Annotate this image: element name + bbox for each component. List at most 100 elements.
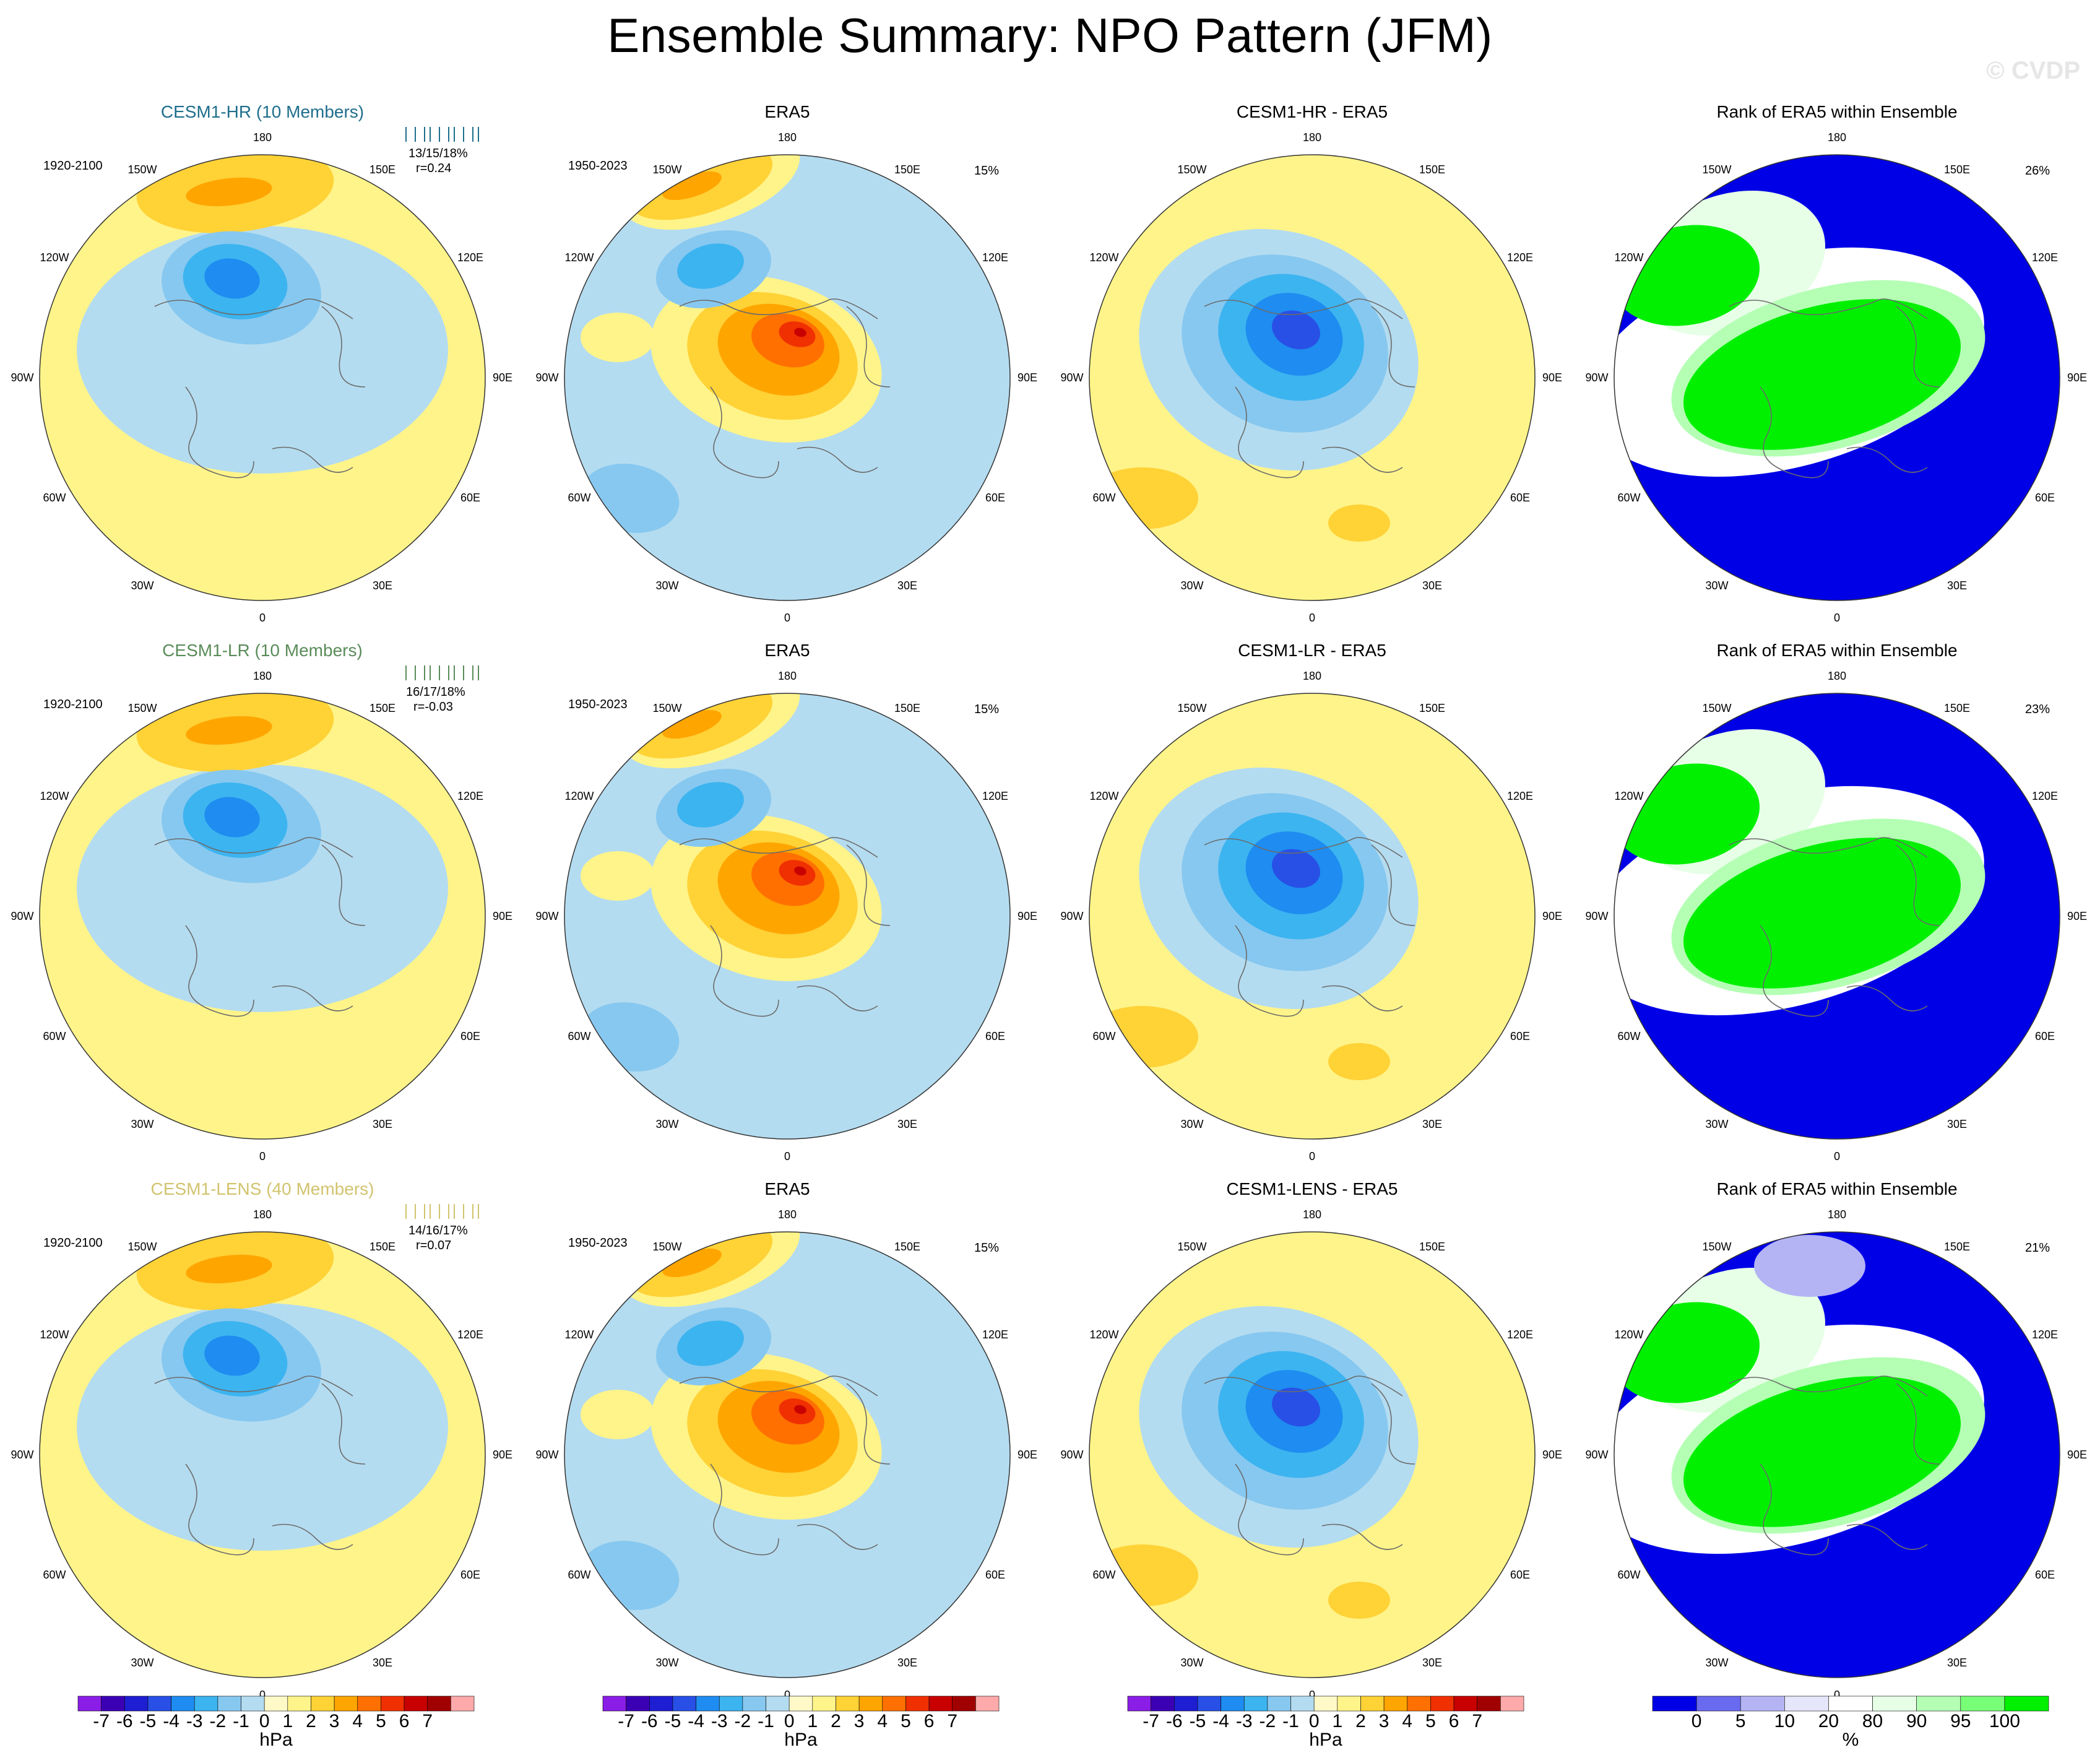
colorbar-swatch xyxy=(1337,1696,1361,1712)
longitude-label: 180 xyxy=(1828,131,1846,144)
longitude-label: 30W xyxy=(131,579,153,592)
colorbar-swatch xyxy=(1916,1696,1961,1712)
positive-anomaly xyxy=(1328,1582,1390,1619)
map-field xyxy=(1614,1232,2060,1678)
positive-anomaly xyxy=(794,866,806,876)
longitude-label: 90E xyxy=(493,910,512,922)
colorbar-label: 5 xyxy=(1735,1711,1746,1731)
colorbar-label: -3 xyxy=(1236,1711,1253,1731)
colorbar-swatch xyxy=(928,1696,953,1712)
coastline xyxy=(1204,1375,1403,1397)
longitude-label: 150E xyxy=(1944,163,1970,176)
colorbar-swatch xyxy=(1696,1696,1741,1712)
colorbar-swatch xyxy=(1290,1696,1315,1712)
longitude-label: 90W xyxy=(1585,371,1608,384)
negative-anomaly xyxy=(677,243,744,289)
negative-anomaly xyxy=(677,782,744,828)
colorbar-label: 2 xyxy=(1355,1711,1366,1731)
coastline xyxy=(797,985,878,1011)
longitude-label: 30E xyxy=(1947,579,1967,592)
longitude-label: 150E xyxy=(894,1241,920,1253)
colorbar-label: 7 xyxy=(422,1711,433,1731)
longitude-label: 0 xyxy=(1834,1689,1840,1701)
coastline xyxy=(1729,1375,1928,1397)
coastlines xyxy=(1204,298,1415,479)
colorbar-swatch xyxy=(719,1696,743,1712)
colorbar-swatch xyxy=(147,1696,171,1712)
longitude-label: 120W xyxy=(564,790,594,802)
colorbar-swatch xyxy=(1360,1696,1385,1712)
negative-anomaly xyxy=(677,1320,744,1366)
longitude-label: 150E xyxy=(1944,1241,1970,1253)
colorbar-swatch xyxy=(1453,1696,1478,1712)
colorbar-label: -1 xyxy=(758,1711,774,1731)
coastline xyxy=(1235,1463,1304,1556)
rank-lavender-patch xyxy=(1754,1235,1865,1297)
longitude-label: 60W xyxy=(43,492,66,504)
colorbar-label: -7 xyxy=(93,1711,110,1731)
coastline xyxy=(154,298,353,319)
colorbar-svg: 0 5 10 20 80 90 95 100 xyxy=(1652,1696,2049,1731)
variance-percent: 15% xyxy=(974,164,1000,178)
colorbar-unit: % xyxy=(1842,1730,1859,1750)
longitude-label: 90W xyxy=(1060,1449,1083,1461)
longitude-label: 60E xyxy=(460,492,480,504)
colorbar-swatch xyxy=(311,1696,335,1712)
longitude-label: 0 xyxy=(1834,1150,1840,1163)
coastline xyxy=(1760,925,1829,1017)
coastline xyxy=(679,837,878,858)
negative-anomaly xyxy=(111,313,297,461)
panel-era5-row2: ERA5 1950-2023 15% 180 150E 120E 90E 60E 30E 0… xyxy=(525,641,1050,1179)
negative-anomaly xyxy=(111,1390,297,1538)
panel-title: CESM1-LR - ERA5 xyxy=(1238,641,1386,660)
coastline xyxy=(321,306,366,388)
colorbar-swatch xyxy=(1383,1696,1408,1712)
coastlines xyxy=(679,837,891,1017)
longitude-label: 90E xyxy=(1018,371,1037,384)
stats-correlation: r=0.07 xyxy=(416,1239,452,1252)
colorbar-label: -5 xyxy=(1190,1711,1206,1731)
colorbar-label: 5 xyxy=(901,1711,911,1731)
rank-green-arctic xyxy=(1683,1376,1961,1527)
colorbar-label: -2 xyxy=(735,1711,751,1731)
panel-diff-row2: CESM1-LR - ERA5 180 150E 120E 90E 60E 30E 0 30W… xyxy=(1050,641,1575,1179)
coastlines xyxy=(679,1375,891,1556)
colorbar-swatch xyxy=(975,1696,1000,1712)
longitude-label: 150E xyxy=(369,702,395,714)
longitude-label: 120E xyxy=(1507,251,1533,264)
panel-model-row3: CESM1-LENS (40 Members) 1920-2100 14/16/… xyxy=(0,1179,525,1718)
colorbar-label: 0 xyxy=(259,1711,270,1731)
longitude-label: 60W xyxy=(43,1569,66,1581)
colorbar-label: 1 xyxy=(1332,1711,1342,1731)
colorbar-rank: 0 5 10 20 80 90 95 100 % xyxy=(1646,1695,2055,1757)
colorbar-label: 4 xyxy=(1402,1711,1412,1731)
longitude-label: 30E xyxy=(1422,1657,1442,1669)
longitude-label: 180 xyxy=(1303,131,1321,144)
colorbar-label: -3 xyxy=(186,1711,203,1731)
longitude-label: 150W xyxy=(1177,163,1206,176)
longitude-label: 120E xyxy=(1507,1328,1533,1341)
longitude-label: 90E xyxy=(1542,371,1562,384)
map-svg: 180 150E 120E 90E 60E 30E 0 30W 60W 90W 120W 150W xyxy=(11,1204,512,1701)
longitude-label: 150W xyxy=(652,163,681,176)
colorbar-label: 100 xyxy=(1989,1711,2020,1731)
coastline xyxy=(321,844,366,926)
panel-title: Rank of ERA5 within Ensemble xyxy=(1716,1179,1958,1198)
colorbar-swatch xyxy=(858,1696,883,1712)
longitude-label: 60E xyxy=(985,1569,1005,1581)
longitude-label: 60E xyxy=(1510,492,1530,504)
colorbar-swatch xyxy=(812,1696,836,1712)
coastlines xyxy=(1204,837,1415,1017)
coastline xyxy=(1371,844,1415,926)
longitude-label: 0 xyxy=(1309,612,1315,624)
panel-title: ERA5 xyxy=(764,102,810,121)
spread-ticks xyxy=(405,127,479,142)
longitude-label: 30E xyxy=(897,1657,917,1669)
colorbar-swatch xyxy=(742,1696,766,1712)
longitude-label: 90W xyxy=(1585,910,1608,922)
longitude-label: 30E xyxy=(1947,1657,1967,1669)
coastline xyxy=(1235,925,1304,1017)
coastline xyxy=(154,1375,353,1397)
negative-anomaly xyxy=(204,1335,260,1376)
colorbar-swatch xyxy=(217,1696,241,1712)
